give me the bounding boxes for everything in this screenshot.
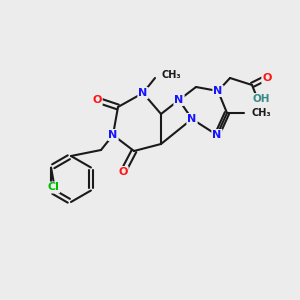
Text: O: O xyxy=(92,95,102,105)
Text: N: N xyxy=(174,95,184,105)
Text: OH: OH xyxy=(252,94,270,104)
Text: CH₃: CH₃ xyxy=(162,70,182,80)
Text: N: N xyxy=(138,88,148,98)
Text: N: N xyxy=(188,114,196,124)
Text: N: N xyxy=(108,130,118,140)
Text: O: O xyxy=(262,73,272,83)
Text: CH₃: CH₃ xyxy=(251,108,271,118)
Text: N: N xyxy=(213,86,223,96)
Text: N: N xyxy=(212,130,222,140)
Text: Cl: Cl xyxy=(47,182,59,193)
Text: O: O xyxy=(118,167,128,177)
